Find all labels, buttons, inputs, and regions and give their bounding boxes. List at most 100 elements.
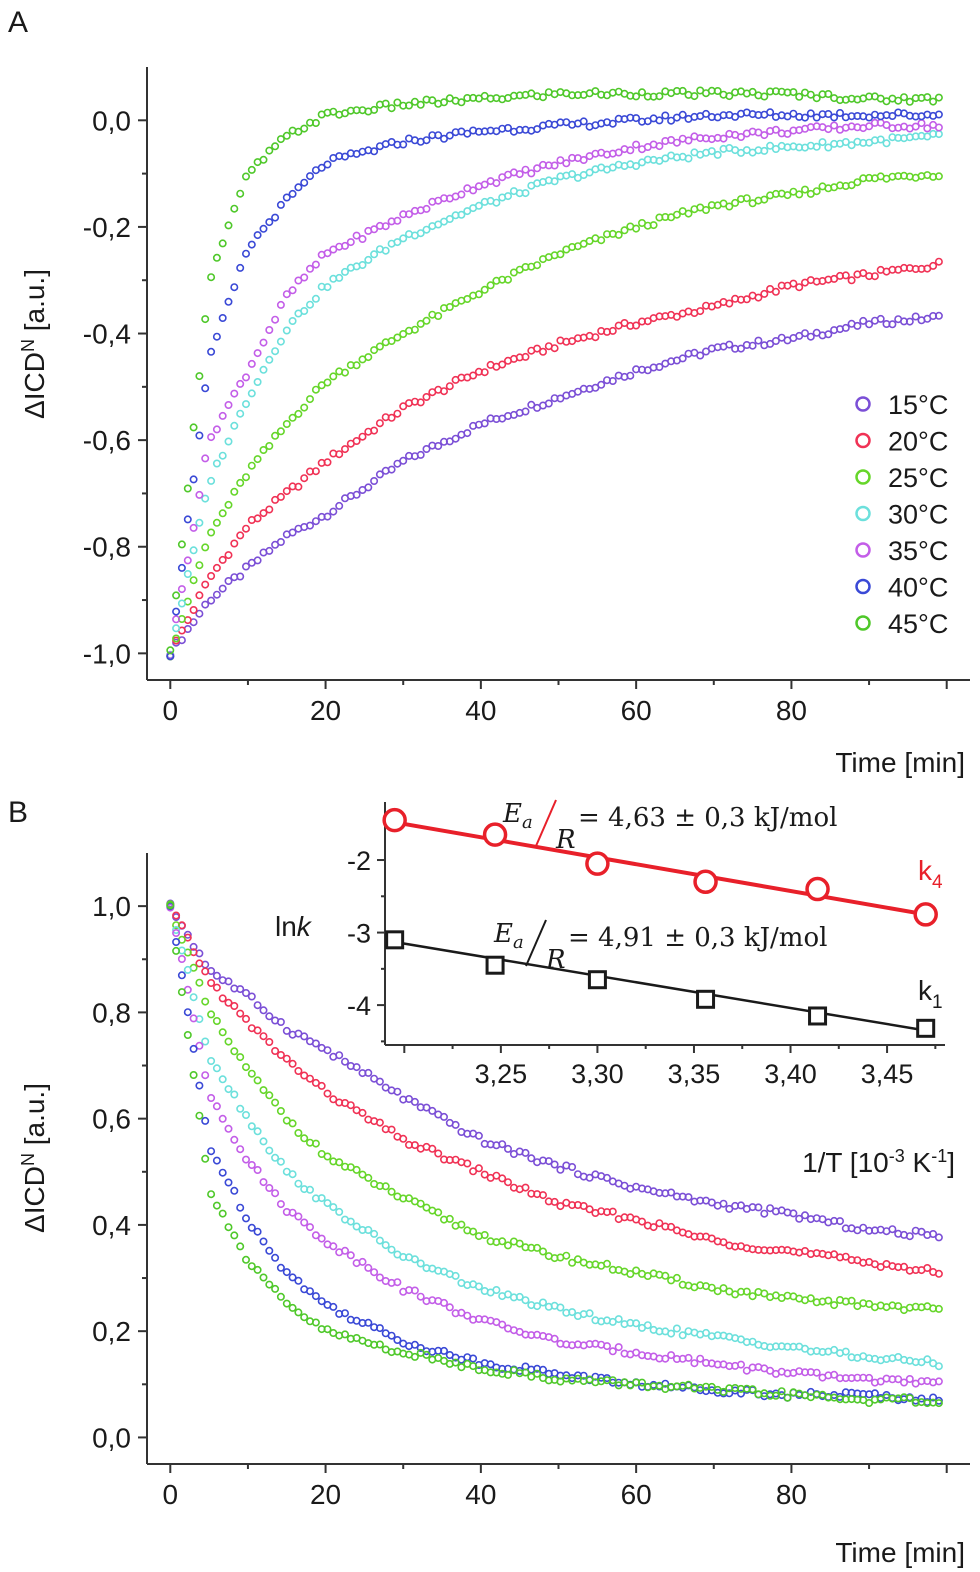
panel-b-point xyxy=(585,1173,594,1182)
panel-a-point xyxy=(934,93,943,102)
panel-b-point xyxy=(777,1387,786,1396)
panel-a-point xyxy=(696,307,705,316)
panel-a-point xyxy=(678,86,687,95)
panel-b-point xyxy=(667,1351,676,1360)
panel-b-point xyxy=(649,1223,658,1232)
panel-b-point xyxy=(480,1170,489,1179)
panel-b-point xyxy=(230,1231,239,1240)
panel-a-point xyxy=(701,109,710,118)
panel-a-point xyxy=(317,163,326,172)
panel-a-point xyxy=(800,329,809,338)
panel-a-point xyxy=(416,398,425,407)
panel-a-point xyxy=(655,92,664,101)
panel-b-point xyxy=(247,1262,256,1271)
panel-a-point xyxy=(189,523,198,532)
panel-b-point xyxy=(381,1241,390,1250)
panel-b-y-tick-label: 0,6 xyxy=(92,1104,131,1135)
panel-a-point xyxy=(399,329,408,338)
panel-b-point xyxy=(707,1198,716,1207)
panel-a-point xyxy=(212,253,221,262)
panel-b-series-4 xyxy=(166,903,943,1388)
panel-a-point xyxy=(364,255,373,264)
panel-a-point xyxy=(177,540,186,549)
panel-a-point xyxy=(696,351,705,360)
panel-a-point xyxy=(288,528,297,537)
panel-b-point xyxy=(253,1076,262,1085)
panel-a-point xyxy=(911,122,920,131)
panel-a-point xyxy=(340,368,349,377)
panel-b-point xyxy=(719,1238,728,1247)
panel-a-point xyxy=(905,97,914,106)
panel-b-point xyxy=(457,1220,466,1229)
panel-a-point xyxy=(439,134,448,143)
panel-b-point xyxy=(451,1120,460,1129)
panel-a-point xyxy=(643,317,652,326)
panel-a-point xyxy=(276,537,285,546)
panel-b-point xyxy=(934,1399,943,1408)
panel-b-point xyxy=(568,1308,577,1317)
panel-b-point xyxy=(276,1292,285,1301)
panel-b-point xyxy=(212,1064,221,1073)
panel-b-y-tick-label: 0,0 xyxy=(92,1422,131,1453)
panel-b-point xyxy=(230,1001,239,1010)
panel-b-point xyxy=(265,1246,274,1255)
panel-b-point xyxy=(323,1046,332,1055)
svg-text:= 4,91 ± 0,3 kJ/mol: = 4,91 ± 0,3 kJ/mol xyxy=(568,923,827,953)
panel-b-point xyxy=(655,1219,664,1228)
panel-b-point xyxy=(387,1331,396,1340)
panel-a-point xyxy=(364,353,373,362)
panel-a-point xyxy=(340,267,349,276)
panel-b-point xyxy=(439,1112,448,1121)
panel-a-point xyxy=(929,261,938,270)
panel-b-series-6 xyxy=(166,901,943,1408)
panel-b-point xyxy=(294,1067,303,1076)
panel-a-point xyxy=(771,336,780,345)
panel-b-point xyxy=(434,1149,443,1158)
panel-b-point xyxy=(218,1209,227,1218)
panel-b-point xyxy=(451,1358,460,1367)
panel-b-point xyxy=(463,1159,472,1168)
panel-a-point xyxy=(934,123,943,132)
panel-b-point xyxy=(830,1250,839,1259)
panel-b-point xyxy=(189,1014,198,1023)
panel-a-point xyxy=(585,168,594,177)
panel-a-y-tick-label: -1,0 xyxy=(83,638,131,669)
panel-b-point xyxy=(748,1337,757,1346)
panel-a-point xyxy=(812,113,821,122)
panel-a-point xyxy=(335,450,344,459)
legend-marker xyxy=(855,432,871,449)
inset-point-circle xyxy=(382,807,407,833)
panel-a-point xyxy=(230,487,239,496)
panel-b-point xyxy=(172,911,181,920)
panel-a-point xyxy=(597,380,606,389)
panel-b-point xyxy=(538,1298,547,1307)
panel-b-point xyxy=(410,1352,419,1361)
panel-a-point xyxy=(422,392,431,401)
panel-a-point xyxy=(189,546,198,555)
panel-a-point xyxy=(632,140,641,149)
panel-a-point xyxy=(189,605,198,614)
panel-b-point xyxy=(562,1251,571,1260)
panel-b-point xyxy=(247,1161,256,1170)
panel-a-point xyxy=(399,402,408,411)
panel-a-point xyxy=(265,146,274,155)
panel-a-point xyxy=(323,160,332,169)
panel-b-point xyxy=(305,1223,314,1232)
panel-b-point xyxy=(207,1094,216,1103)
panel-a-point xyxy=(393,216,402,225)
inset-x-tick-label: 3,40 xyxy=(764,1059,817,1089)
panel-b-point xyxy=(201,967,210,976)
panel-a-point xyxy=(259,365,268,374)
legend-label: 35°C xyxy=(888,536,948,566)
panel-b-points xyxy=(166,899,943,1408)
panel-b-point xyxy=(352,1222,361,1231)
panel-b-point xyxy=(300,1032,309,1041)
panel-a-point xyxy=(288,189,297,198)
panel-b-point xyxy=(556,1202,565,1211)
panel-a-point xyxy=(323,283,332,292)
panel-a-point xyxy=(393,409,402,418)
panel-a-point xyxy=(550,177,559,186)
panel-b-point xyxy=(340,1330,349,1339)
legend-label: 40°C xyxy=(888,573,948,603)
panel-b-point xyxy=(364,1173,373,1182)
